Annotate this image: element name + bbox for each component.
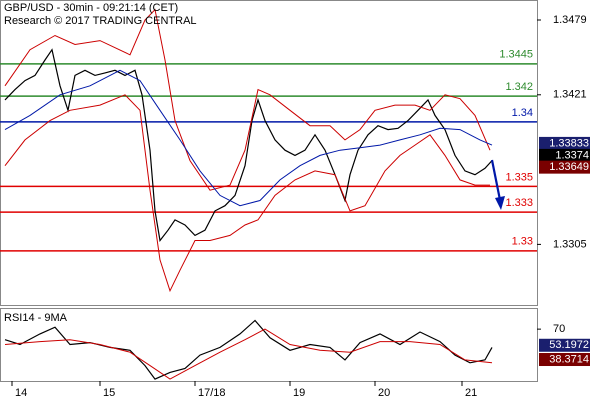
- price-box-label: 1.33833: [549, 137, 589, 149]
- level-label: 1.34: [512, 107, 533, 119]
- rsi-panel: 70 53.1972 38.3714 14 15 17/18 19 20 21: [0, 308, 590, 399]
- series-line: [4, 8, 491, 191]
- y-tick-label: 1.3479: [553, 14, 587, 26]
- price-box: [539, 338, 590, 352]
- price-frame: [0, 0, 538, 306]
- x-tick-label: 19: [293, 387, 305, 399]
- y-tick-label: 70: [553, 323, 565, 335]
- price-box-label: 38.3714: [549, 353, 589, 365]
- x-tick-label: 15: [103, 387, 115, 399]
- level-label: 1.33: [512, 236, 533, 248]
- y-tick-label: 1.3421: [553, 89, 587, 101]
- price-box-label: 1.3374: [555, 149, 589, 161]
- series-line: [4, 48, 493, 242]
- series-line: [4, 69, 493, 207]
- series-line: [4, 328, 493, 380]
- level-label: 1.342: [505, 81, 533, 93]
- level-label: 1.333: [505, 197, 533, 209]
- x-tick-label: 20: [378, 387, 390, 399]
- level-label: 1.335: [505, 171, 533, 183]
- y-tick-label: 1.3305: [553, 238, 587, 250]
- x-tick-label: 21: [465, 387, 477, 399]
- series-line: [4, 94, 490, 293]
- price-box: [539, 353, 590, 367]
- price-box: [539, 160, 590, 174]
- x-tick-label: 17/18: [198, 387, 226, 399]
- rsi-title: RSI14 - 9MA: [4, 312, 68, 324]
- rsi-frame: [0, 308, 538, 382]
- chart-title: GBP/USD - 30min - 09:21:14 (CET): [4, 2, 178, 14]
- forecast-arrow-head: [495, 196, 505, 210]
- price-box: [539, 148, 590, 162]
- price-box-label: 53.1972: [549, 339, 589, 351]
- price-panel: 1.3479 1.3421 1.3305 1.3445 1.342 1.34 1.335 1.…: [0, 0, 590, 306]
- x-tick-label: 14: [15, 387, 27, 399]
- forecast-arrow: [490, 159, 502, 201]
- chart-subtitle: Research © 2017 TRADING CENTRAL: [4, 15, 197, 27]
- level-label: 1.3445: [499, 49, 533, 61]
- series-line: [4, 319, 493, 380]
- price-box-label: 1.33649: [549, 161, 589, 173]
- price-box: [539, 136, 590, 150]
